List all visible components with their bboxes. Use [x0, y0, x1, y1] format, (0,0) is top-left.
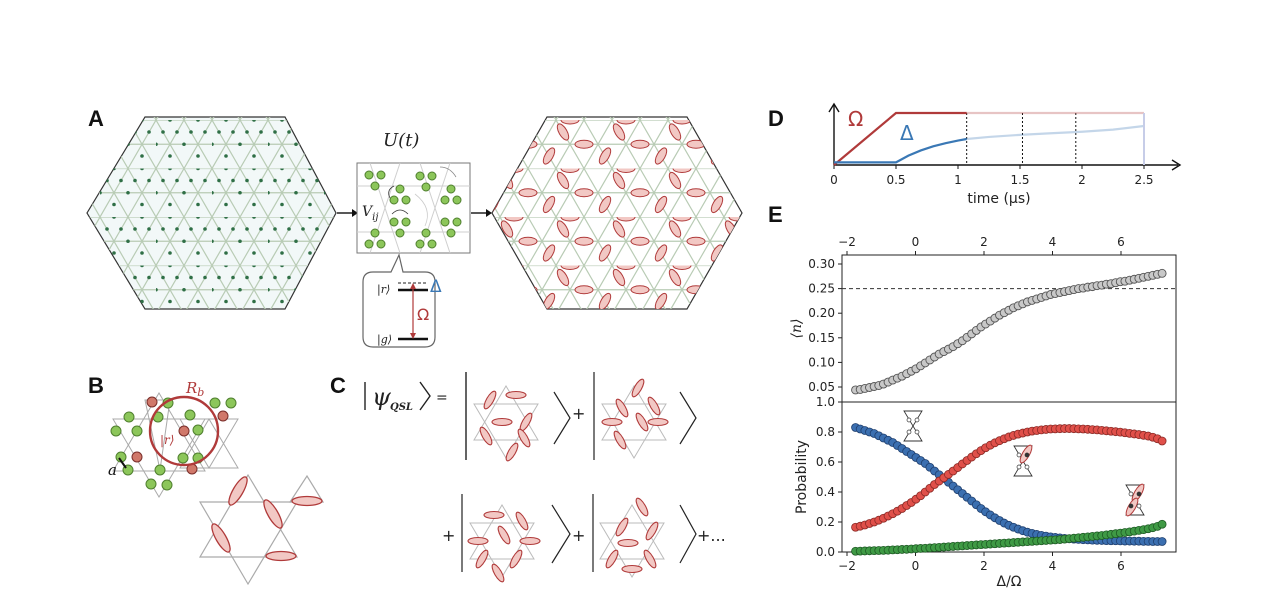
dimers-b — [211, 476, 323, 562]
panel-label-a: A — [88, 106, 104, 131]
plus-sign-3: + — [572, 526, 585, 545]
series-omega-line — [833, 111, 967, 166]
unitary-label: U(t) — [383, 130, 419, 151]
psi-symbol: ψ — [372, 383, 392, 411]
y-axis-label: Probability — [794, 440, 810, 514]
y-tick-label: 0.0 — [816, 545, 835, 559]
atom-site — [1128, 503, 1134, 509]
rydberg-state-label: |r⟩ — [377, 283, 390, 297]
data-point-blue — [1157, 537, 1167, 546]
top-x-tick-label: 4 — [1049, 235, 1057, 249]
top-y-tick-label: 0.30 — [808, 257, 835, 271]
ground-state-label: |g⟩ — [377, 333, 392, 347]
atom-site — [1128, 491, 1134, 497]
x-axis-label: time (μs) — [967, 191, 1030, 207]
atom-site — [1024, 464, 1030, 470]
detuning-symbol: Δ — [430, 277, 442, 297]
atom-site — [1016, 452, 1022, 458]
chart-pulse-sequence: 0 0.5 1 1.5 2 2.5 time (μs) Ω Δ — [828, 102, 1182, 207]
lattice-spacing-marker — [118, 457, 127, 469]
bowtie-outline — [903, 410, 923, 442]
x-tick-label: 2.5 — [1134, 173, 1153, 187]
top-x-tick-label: 6 — [1117, 235, 1125, 249]
delta-symbol: Δ — [900, 121, 914, 145]
atoms-green — [364, 170, 462, 249]
plus-sign-1: + — [572, 404, 585, 423]
top-y-tick-label: 0.20 — [808, 306, 835, 320]
arrow-right-icon — [337, 209, 358, 217]
dimer-configs — [467, 378, 669, 583]
x-tick-label: 6 — [1117, 559, 1125, 573]
x-tick-label: 4 — [1049, 559, 1057, 573]
kagome-lattice-atoms — [87, 117, 336, 309]
level-diagram-callout — [362, 253, 436, 348]
data-point-green — [1157, 519, 1167, 529]
top-x-tick-label: 0 — [912, 235, 920, 249]
y-tick-label: 0.6 — [816, 455, 835, 469]
panel-label-e: E — [768, 202, 783, 227]
unitary-evolution-box — [356, 162, 471, 254]
x-tick-label: 1 — [954, 173, 962, 187]
panel-label-d: D — [768, 106, 784, 131]
top-y-tick-label: 0.05 — [808, 380, 835, 394]
atom-site — [906, 417, 912, 423]
atoms-green-b — [110, 397, 237, 491]
x-tick-label: 2 — [980, 559, 988, 573]
rydberg-state-label-b: |r⟩ — [160, 433, 174, 447]
x-tick-label: 0.5 — [886, 173, 905, 187]
top-x-tick-label: −2 — [838, 235, 856, 249]
equals-sign: = — [436, 390, 448, 406]
series-delta-line-faded — [966, 124, 1145, 141]
lattice-spacing-label: a — [108, 461, 117, 479]
atom-site — [1016, 464, 1022, 470]
x-tick-label: 2 — [1078, 173, 1086, 187]
panel-label-c: C — [330, 373, 346, 398]
atom-site — [1136, 503, 1142, 509]
bowtie-icon-one-dimer — [1013, 444, 1033, 477]
top-y-tick-label: 0.25 — [808, 282, 835, 296]
y-tick-label: 0.2 — [816, 515, 835, 529]
chart-probability: −2 0 2 4 6 0.05 0.10 0.15 0.20 0.25 0.30 ⟨n⟩ −2 0 2 4 6 0… — [789, 235, 1177, 590]
psi-subscript: QSL — [390, 402, 413, 413]
y-tick-label: 1.0 — [816, 395, 835, 409]
atom-site — [906, 429, 912, 435]
panel-label-b: B — [88, 373, 104, 398]
y-axis-arrow — [828, 102, 840, 113]
dimer-covering — [492, 117, 742, 309]
y-tick-label: 0.4 — [816, 485, 835, 499]
bottom-plot-frame — [841, 401, 1177, 553]
data-point-red — [1157, 436, 1167, 446]
atom-site — [1024, 452, 1030, 458]
atom-site — [914, 417, 920, 423]
bowtie-icon-two-dimers — [1125, 483, 1145, 517]
ellipsis: +... — [697, 526, 726, 545]
blockade-radius-label: Rb — [185, 379, 204, 399]
interaction-arrows — [388, 166, 457, 227]
atoms-rydberg-b — [131, 396, 229, 475]
atom-site — [1136, 491, 1142, 497]
blockade-radius-circle — [148, 395, 220, 467]
x-tick-label: 0 — [912, 559, 920, 573]
rabi-symbol: Ω — [417, 305, 429, 324]
series-delta-line — [834, 137, 967, 164]
omega-symbol: Ω — [848, 107, 863, 131]
bowtie-icon-no-dimer — [903, 410, 923, 442]
data-point-n — [1157, 268, 1167, 278]
plus-sign-2: + — [442, 526, 455, 545]
atom-site — [914, 429, 920, 435]
x-axis-label: Δ/Ω — [997, 574, 1022, 590]
arrow-right-icon-2 — [471, 209, 492, 217]
x-tick-label: 0 — [830, 173, 838, 187]
x-axis-arrow — [1171, 159, 1182, 171]
top-x-tick-label: 2 — [980, 235, 988, 249]
top-y-axis-label: ⟨n⟩ — [789, 319, 805, 339]
top-y-tick-label: 0.10 — [808, 355, 835, 369]
top-y-tick-label: 0.15 — [808, 331, 835, 345]
x-tick-label: 1.5 — [1010, 173, 1029, 187]
qsl-equation: ψ QSL = + + + +... — [364, 372, 726, 572]
x-tick-label: −2 — [838, 559, 856, 573]
blockade-lattice — [112, 392, 239, 498]
y-tick-label: 0.8 — [816, 425, 835, 439]
